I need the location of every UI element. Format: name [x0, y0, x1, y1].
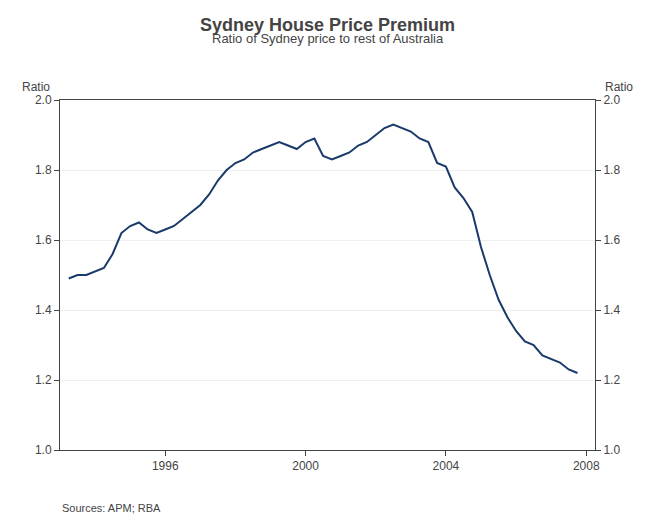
svg-text:2004: 2004	[433, 459, 460, 473]
svg-text:Ratio of Sydney price to rest: Ratio of Sydney price to rest of Austral…	[212, 31, 444, 46]
svg-text:Sydney House Price Premium: Sydney House Price Premium	[200, 15, 455, 35]
svg-text:1.6: 1.6	[603, 233, 620, 247]
svg-text:Ratio: Ratio	[22, 80, 50, 94]
svg-text:2.0: 2.0	[35, 93, 52, 107]
svg-text:1.6: 1.6	[35, 233, 52, 247]
svg-text:Sources: APM; RBA: Sources: APM; RBA	[62, 502, 161, 514]
svg-text:1.4: 1.4	[603, 303, 620, 317]
svg-text:1.0: 1.0	[35, 443, 52, 457]
svg-text:1.0: 1.0	[603, 443, 620, 457]
svg-text:1.8: 1.8	[603, 163, 620, 177]
svg-text:1.8: 1.8	[35, 163, 52, 177]
svg-text:2008: 2008	[573, 459, 600, 473]
svg-text:1.2: 1.2	[603, 373, 620, 387]
svg-text:2000: 2000	[292, 459, 319, 473]
svg-text:1996: 1996	[152, 459, 179, 473]
svg-text:1.2: 1.2	[35, 373, 52, 387]
svg-text:1.4: 1.4	[35, 303, 52, 317]
svg-text:2.0: 2.0	[603, 93, 620, 107]
svg-text:Ratio: Ratio	[605, 80, 633, 94]
